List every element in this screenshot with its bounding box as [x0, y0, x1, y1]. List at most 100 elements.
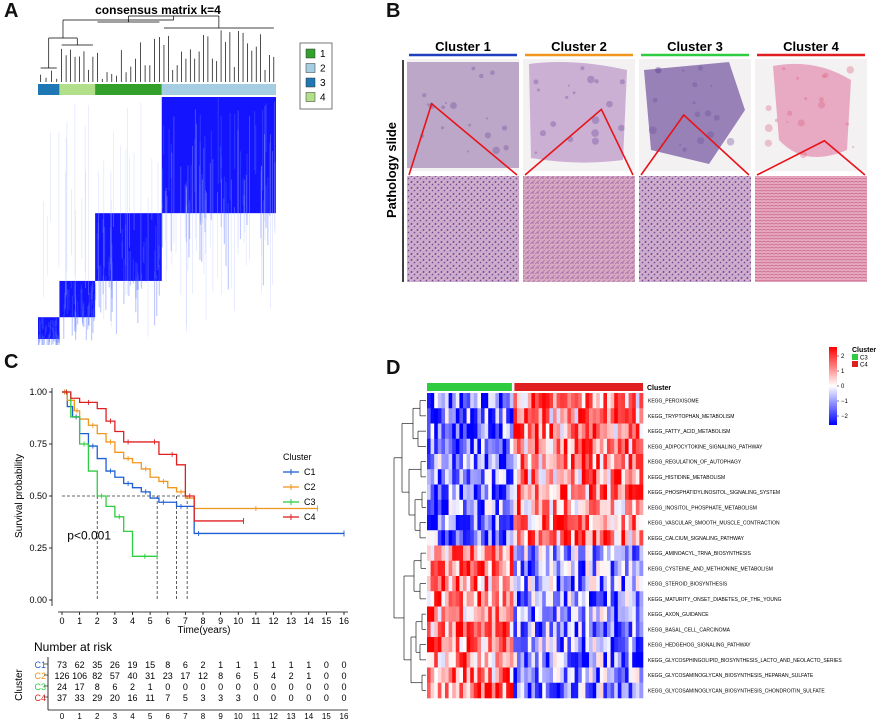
heatmap-cell: [470, 469, 475, 485]
heatmap-cell: [635, 591, 640, 607]
heatmap-cell: [628, 530, 633, 546]
tissue-spot: [692, 101, 696, 105]
heatmap-cell: [506, 469, 511, 485]
heatmap-cell: [441, 484, 446, 501]
heatmap-cell: [632, 560, 637, 577]
heatmap-cell: [477, 560, 482, 577]
heatmap-cell: [617, 484, 622, 501]
block-speckle: [83, 303, 85, 328]
heatmap-cell: [545, 499, 550, 516]
block-speckle: [90, 285, 92, 300]
heatmap-cell: [506, 637, 511, 653]
heatmap-cell: [513, 484, 518, 501]
tissue-spot: [426, 103, 429, 106]
heatmap-cell: [527, 423, 532, 440]
heatmap-cell: [603, 515, 608, 531]
cluster-header-1: Cluster 1: [435, 39, 491, 54]
heatmap-cell: [538, 576, 543, 592]
risk-cell: 0: [341, 660, 346, 670]
risk-cell: 73: [57, 660, 67, 670]
block-speckle: [260, 170, 262, 239]
heatmap-cell: [596, 682, 601, 699]
heatmap-cell: [574, 438, 579, 455]
heatmap-cell: [513, 652, 518, 668]
heatmap-cell: [535, 469, 539, 485]
heatmap-cell: [614, 591, 619, 607]
heatmap-cell: [427, 423, 431, 440]
heatmap-cell: [592, 591, 597, 607]
heatmap-cell: [520, 438, 525, 455]
heatmap-cell: [524, 591, 529, 607]
heatmap-cell: [513, 530, 518, 546]
heatmap-cell: [625, 469, 629, 485]
block-speckle: [188, 202, 190, 258]
heatmap-cell: [538, 499, 543, 516]
heatmap-cell: [473, 484, 478, 501]
heatmap-cell: [563, 530, 568, 546]
heatmap-cell: [484, 454, 489, 470]
heatmap-cell: [509, 591, 514, 607]
heatmap-cell: [538, 469, 543, 485]
heatmap-cell: [477, 469, 482, 485]
heatmap-cell: [495, 545, 500, 562]
pathway-label: KEGG_AMINOACYL_TRNA_BIOSYNTHESIS: [648, 551, 751, 557]
block-speckle: [161, 168, 164, 209]
heatmap-cell: [520, 484, 525, 501]
heatmap-cell: [621, 423, 626, 440]
heatmap-cell: [484, 560, 489, 577]
heatmap-cell: [553, 621, 557, 638]
heatmap-cell: [484, 652, 489, 668]
heatmap-cell: [470, 560, 475, 577]
heatmap-cell: [560, 515, 565, 531]
heatmap-cell: [538, 423, 543, 440]
heatmap-cell: [545, 682, 550, 699]
heatmap-cell: [452, 484, 457, 501]
heatmap-cell: [455, 591, 460, 607]
heatmap-cell: [430, 545, 435, 562]
block-speckle: [55, 330, 57, 345]
heatmap-cell: [427, 637, 431, 653]
block-speckle: [204, 135, 206, 218]
heatmap-cell: [560, 545, 565, 562]
heatmap-cell: [455, 499, 460, 516]
heatmap-cell: [621, 652, 626, 668]
heatmap-cell: [556, 499, 561, 516]
heatmap-cell: [621, 560, 626, 577]
heatmap-cell: [542, 606, 547, 623]
heatmap-cell: [549, 515, 554, 531]
heatmap-cell: [434, 545, 439, 562]
heatmap-cell: [635, 621, 640, 638]
heatmap-cell: [553, 499, 557, 516]
heatmap-cell: [455, 408, 460, 424]
risk-cell: 0: [236, 682, 241, 692]
risk-cell: 0: [253, 682, 258, 692]
tissue-spot: [694, 111, 701, 118]
heatmap-cell: [481, 408, 485, 424]
heatmap-cell: [538, 530, 543, 546]
heatmap-cell: [452, 621, 457, 638]
heatmap-cell: [571, 499, 575, 516]
heatmap-cell: [599, 576, 604, 592]
heatmap-cell: [484, 408, 489, 424]
block-speckle: [93, 300, 95, 321]
heatmap-cell: [470, 423, 475, 440]
heatmap-cell: [553, 484, 557, 501]
block-speckle: [108, 256, 110, 276]
heatmap-cell: [452, 560, 457, 577]
heatmap-cell: [484, 530, 489, 546]
heatmap-cell: [531, 606, 536, 623]
heatmap-cell: [452, 423, 457, 440]
heatmap-cell: [545, 545, 550, 562]
heatmap-cell: [617, 545, 622, 562]
block-speckle: [262, 109, 264, 191]
survival-axes: 0.000.250.500.751.000 1 2 3 4 5 6 7 8 9 10 11 12 13 14…: [14, 387, 349, 636]
heatmap-cell: [560, 438, 565, 455]
consensus-heatmap: [38, 97, 276, 345]
heatmap-cell: [502, 545, 507, 562]
heatmap-cell: [574, 591, 579, 607]
heatmap-cell: [574, 454, 579, 470]
heatmap-cell: [545, 667, 550, 684]
block-speckle: [87, 306, 89, 330]
heatmap-cell: [589, 682, 593, 699]
